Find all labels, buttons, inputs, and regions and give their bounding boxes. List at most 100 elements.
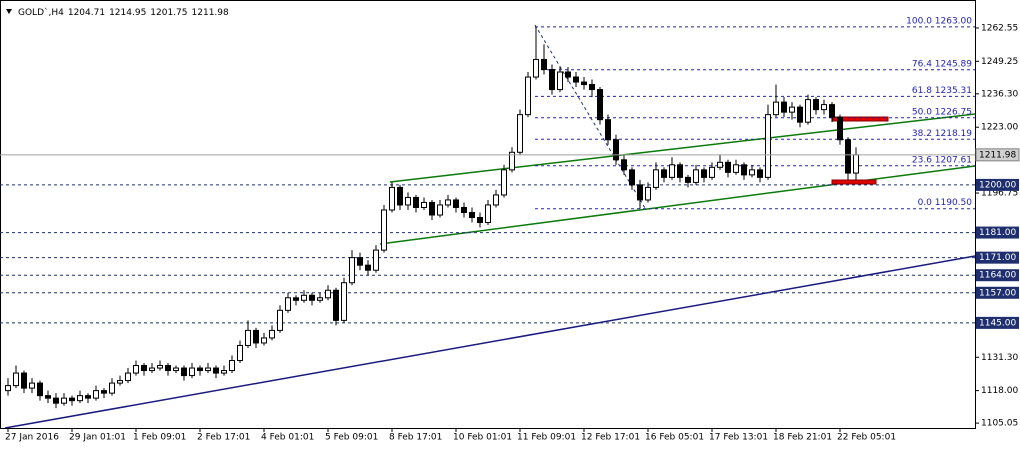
candle-body — [677, 164, 683, 178]
candle-body — [517, 114, 523, 153]
x-tick-label: 4 Feb 01:01 — [261, 433, 314, 443]
candle-body — [453, 199, 459, 208]
candle-body — [29, 382, 35, 389]
level-label: 1181.00 — [979, 228, 1016, 238]
candle-body — [173, 367, 179, 372]
candle-body — [45, 395, 51, 399]
candle-body — [573, 76, 579, 83]
candle-body — [245, 329, 251, 346]
y-tick-label: 1262.55 — [981, 23, 1018, 33]
candle-body — [285, 297, 291, 311]
candle-body — [141, 365, 147, 372]
candle-body — [125, 372, 131, 382]
candle-body — [685, 176, 691, 183]
candle-body — [501, 169, 507, 196]
y-tick-label: 1131.30 — [981, 353, 1018, 363]
candle-body — [749, 169, 755, 176]
candle-body — [645, 186, 651, 201]
x-tick-label: 12 Feb 17:01 — [581, 433, 640, 443]
candle-body — [805, 99, 811, 123]
fib-label: 100.0 1263.00 — [906, 16, 972, 26]
candle-body — [413, 196, 419, 208]
candle-body — [109, 382, 115, 394]
level-box — [976, 178, 1019, 191]
channel-upper — [389, 113, 976, 183]
candle-body — [21, 372, 27, 389]
candle-body — [277, 309, 283, 331]
candle-body — [853, 154, 859, 174]
candle-body — [797, 106, 803, 123]
candle-body — [205, 367, 211, 372]
candle-body — [781, 101, 787, 113]
candle-body — [717, 161, 723, 168]
menu-arrow[interactable] — [6, 9, 12, 14]
candle-body — [85, 395, 91, 399]
candle-body — [525, 76, 531, 116]
fib-label: 23.6 1207.61 — [912, 155, 972, 165]
candle-body — [357, 257, 363, 266]
candle-body — [709, 166, 715, 178]
price-box — [975, 148, 1020, 162]
candle-body — [213, 367, 219, 374]
candle-body — [725, 161, 731, 173]
candle-body — [477, 217, 483, 224]
level-box — [976, 226, 1019, 239]
fib-label: 76.4 1245.89 — [912, 59, 972, 69]
candle-body — [741, 164, 747, 176]
level-box — [976, 251, 1019, 264]
trend-line — [4, 255, 976, 429]
x-tick-label: 2 Feb 17:01 — [197, 433, 250, 443]
candle-body — [309, 294, 315, 301]
candle-body — [181, 367, 187, 377]
candle-body — [13, 372, 19, 387]
candle-body — [157, 365, 163, 369]
x-tick-label: 8 Feb 17:01 — [389, 433, 442, 443]
candle-body — [61, 397, 67, 404]
level-label: 1171.00 — [979, 253, 1016, 263]
candle-body — [533, 58, 539, 78]
candle-body — [373, 249, 379, 271]
candle-body — [269, 329, 275, 339]
header-value: 1214.95 — [109, 8, 146, 18]
candle-body — [661, 169, 667, 178]
candle-body — [133, 365, 139, 374]
candle-body — [845, 139, 851, 174]
candle-body — [509, 151, 515, 171]
candle-body — [597, 89, 603, 121]
x-tick-label: 17 Feb 13:01 — [709, 433, 768, 443]
candle-body — [101, 390, 107, 394]
x-tick-label: 27 Jan 2016 — [5, 433, 59, 443]
candle-body — [405, 196, 411, 206]
candle-body — [365, 264, 371, 271]
level-box — [976, 269, 1019, 282]
candle-body — [237, 344, 243, 362]
fib-label: 61.8 1235.31 — [912, 86, 972, 96]
candle-body — [37, 382, 43, 397]
candle-body — [53, 397, 59, 404]
candle-body — [149, 367, 155, 372]
candle-body — [221, 370, 227, 374]
candle-body — [733, 164, 739, 173]
candle-body — [773, 101, 779, 116]
header-value: 1211.98 — [192, 8, 229, 18]
level-label: 1157.00 — [979, 288, 1016, 298]
x-tick-label: 29 Jan 01:01 — [69, 433, 126, 443]
candle-body — [549, 68, 555, 91]
candle-body — [253, 329, 259, 344]
marker — [831, 179, 877, 185]
candle-body — [165, 365, 171, 372]
candle-body — [437, 204, 443, 216]
candle-body — [789, 106, 795, 113]
candle-body — [621, 159, 627, 171]
candle-body — [77, 395, 83, 402]
candle-body — [445, 199, 451, 206]
price-label: 1211.98 — [979, 150, 1016, 160]
candle-body — [349, 257, 355, 284]
header-value: 1204.71 — [68, 8, 105, 18]
y-tick-label: 1236.30 — [981, 89, 1018, 99]
candle-body — [189, 367, 195, 377]
level-box — [976, 286, 1019, 299]
candle-body — [461, 206, 467, 213]
channel-lower — [379, 165, 976, 245]
candle-body — [493, 194, 499, 206]
